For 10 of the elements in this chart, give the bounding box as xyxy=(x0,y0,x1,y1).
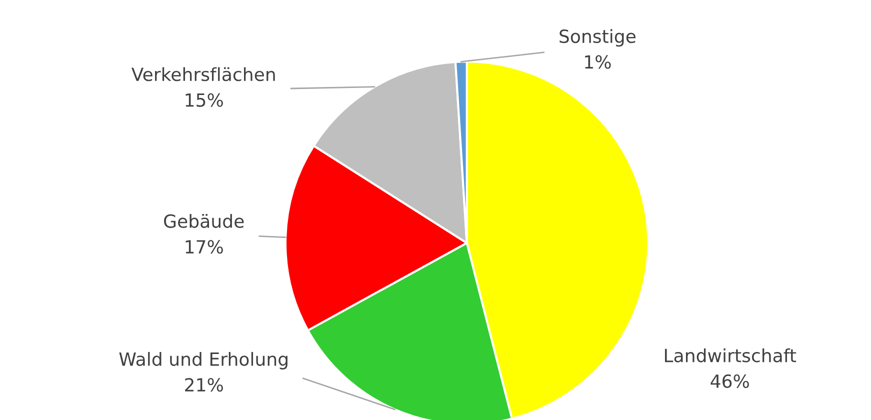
data-label: 21% xyxy=(185,378,223,392)
data-label: 17% xyxy=(186,240,223,254)
slice-label: Verkehrsflächen xyxy=(131,67,275,82)
data-label: 15% xyxy=(186,93,223,107)
data-label: 1% xyxy=(585,55,611,69)
slice-label: Sonstige xyxy=(560,29,636,47)
slice-label: Landwirtschaft xyxy=(664,348,796,362)
slice-label: Gebäude xyxy=(164,214,244,228)
data-label: 46% xyxy=(710,374,749,388)
slice-label: Wald und Erholung xyxy=(119,352,288,370)
